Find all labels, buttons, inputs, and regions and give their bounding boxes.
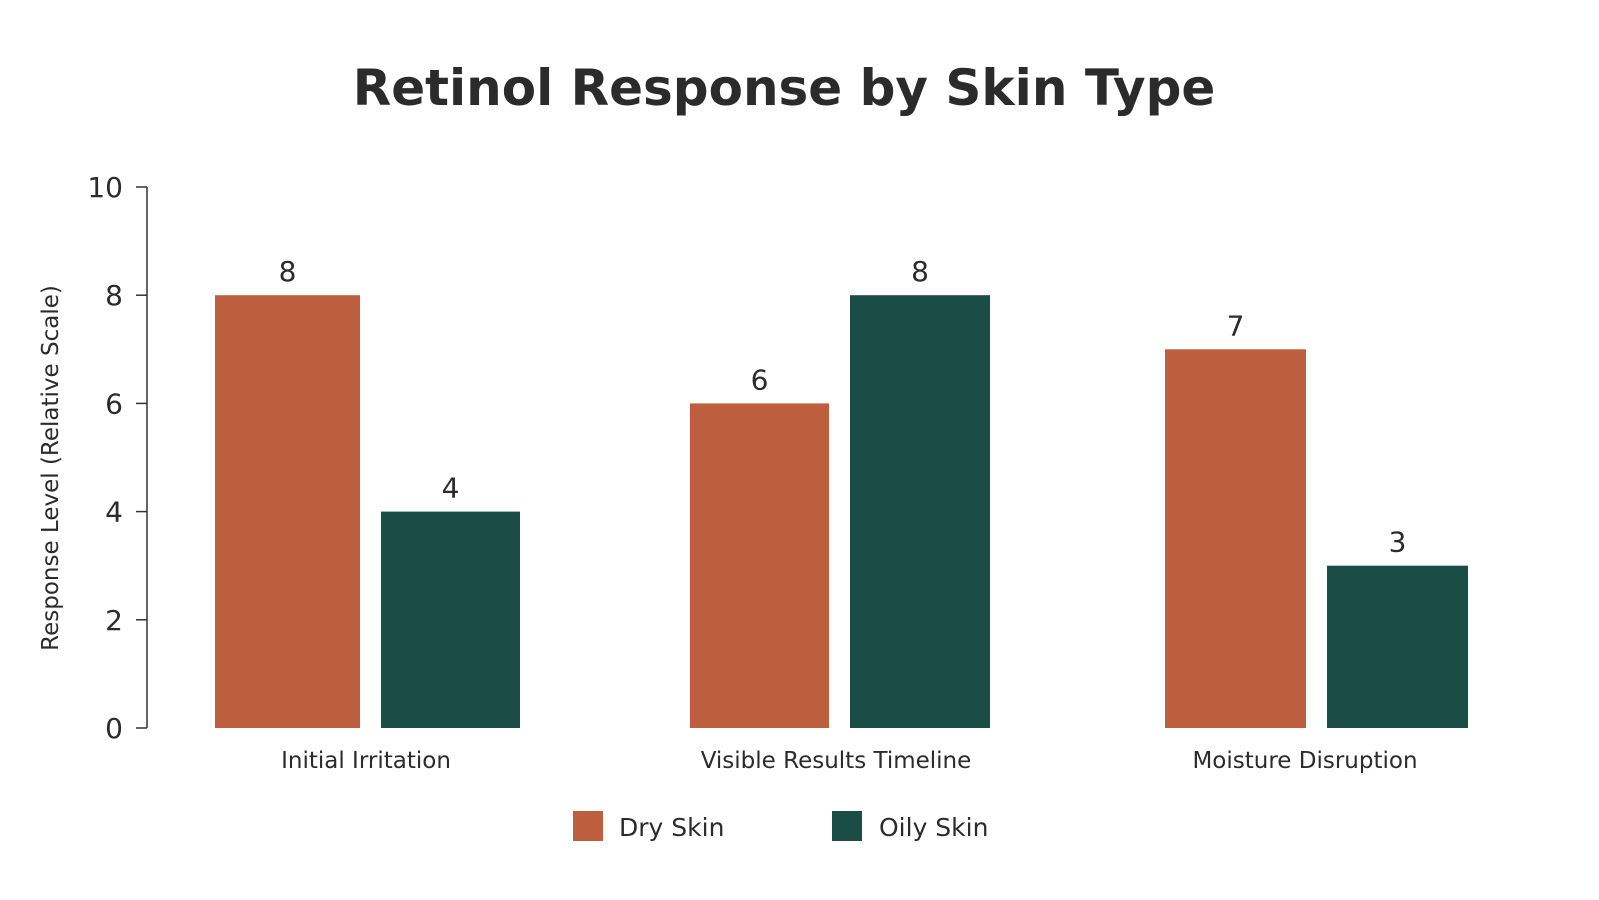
chart-title: Retinol Response by Skin Type <box>353 59 1216 117</box>
bar <box>850 295 990 728</box>
y-tick-label: 4 <box>105 496 123 529</box>
value-labels-group: 8 4 6 8 7 3 <box>279 255 1407 559</box>
bar-value-label: 4 <box>442 472 460 505</box>
bar <box>215 295 360 728</box>
bar <box>690 403 829 728</box>
bar <box>381 511 520 728</box>
y-axis-ticks: 0 2 4 6 8 10 <box>87 171 147 745</box>
y-tick-label: 10 <box>87 171 123 204</box>
bars-group <box>215 295 1468 728</box>
y-axis-label: Response Level (Relative Scale) <box>38 285 64 651</box>
bar-value-label: 8 <box>911 255 929 288</box>
y-tick-label: 0 <box>105 712 123 745</box>
y-tick-label: 6 <box>105 387 123 420</box>
legend-swatch <box>573 811 603 841</box>
legend-label: Dry Skin <box>619 813 724 842</box>
category-labels-group: Initial Irritation Visible Results Timeli… <box>281 748 1417 774</box>
bar-value-label: 8 <box>279 255 297 288</box>
legend: Dry Skin Oily Skin <box>573 811 988 842</box>
y-tick-label: 2 <box>105 604 123 637</box>
bar-value-label: 6 <box>751 363 769 396</box>
bar-value-label: 7 <box>1227 309 1245 342</box>
bar <box>1327 565 1468 728</box>
y-tick-label: 8 <box>105 279 123 312</box>
bar-value-label: 3 <box>1389 526 1407 559</box>
x-category-label: Moisture Disruption <box>1192 748 1417 774</box>
bar <box>1165 349 1306 728</box>
x-category-label: Visible Results Timeline <box>701 748 972 774</box>
x-category-label: Initial Irritation <box>281 748 451 774</box>
legend-label: Oily Skin <box>879 813 988 842</box>
legend-swatch <box>832 811 862 841</box>
